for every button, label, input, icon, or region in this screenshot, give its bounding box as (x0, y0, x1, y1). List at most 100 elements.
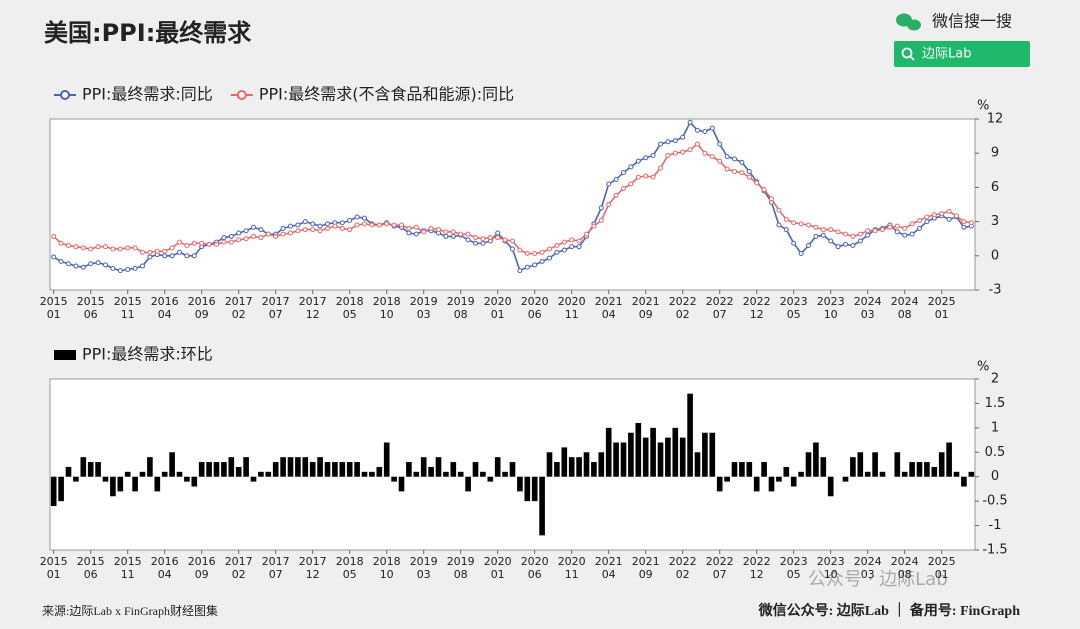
point (154, 248, 160, 254)
point (828, 238, 834, 244)
bar (250, 476, 257, 482)
bar (864, 471, 871, 477)
point (598, 217, 604, 223)
x-tick-label: 2019 (410, 295, 438, 308)
point (547, 246, 552, 252)
bar (850, 457, 856, 477)
point (450, 233, 456, 239)
point (946, 216, 952, 222)
point (828, 227, 834, 233)
point (480, 236, 486, 242)
point (517, 268, 523, 274)
point (243, 236, 249, 242)
point (162, 248, 168, 254)
point (251, 224, 256, 230)
x-tick-label: 06 (528, 308, 542, 321)
bar (820, 457, 827, 477)
x-tick-label: 11 (565, 308, 579, 321)
y-tick-label: 1 (991, 420, 999, 435)
point (909, 221, 915, 227)
x-tick-label: 2025 (928, 295, 956, 308)
x-tick-label: 2016 (151, 555, 179, 568)
legend-swatch (54, 350, 76, 360)
point (125, 266, 131, 272)
point (51, 233, 57, 239)
bar (768, 476, 775, 492)
x-tick-label: 10 (380, 308, 394, 321)
x-tick-label: 2024 (854, 555, 882, 568)
point (872, 228, 878, 234)
x-tick-label: 2020 (521, 295, 549, 308)
point (835, 244, 841, 250)
point (347, 217, 353, 223)
point (510, 238, 515, 244)
x-tick-label: 2018 (373, 295, 401, 308)
bar (776, 476, 782, 482)
point (835, 229, 841, 235)
x-tick-label: 2015 (40, 555, 68, 568)
point (709, 154, 715, 160)
x-tick-label: 01 (935, 308, 949, 321)
point (517, 247, 523, 253)
wechat-search: 微信搜一搜 (932, 12, 1012, 31)
x-tick-label: 04 (602, 568, 616, 581)
point (117, 268, 123, 274)
y-tick-label: 0.5 (985, 445, 1006, 460)
x-tick-label: 2018 (336, 295, 364, 308)
x-tick-label: 08 (454, 568, 468, 581)
bar (295, 457, 301, 477)
bar (827, 476, 834, 497)
point (961, 224, 967, 230)
bar (487, 476, 494, 482)
point (917, 217, 922, 223)
bar (783, 466, 790, 477)
point (739, 159, 745, 165)
bar (258, 471, 264, 477)
point (650, 152, 656, 158)
bar (909, 462, 915, 477)
point (221, 235, 227, 241)
point (576, 244, 582, 250)
bar (383, 442, 390, 477)
x-tick-label: 2015 (114, 295, 142, 308)
point (384, 221, 390, 227)
point (806, 243, 811, 249)
point (450, 229, 456, 235)
x-tick-label: 10 (380, 568, 394, 581)
point (887, 224, 893, 230)
bar (702, 432, 708, 477)
point (665, 139, 671, 145)
point (473, 240, 478, 246)
search-button[interactable] (894, 41, 1030, 67)
y-tick-label: 1.5 (985, 396, 1006, 411)
point (643, 155, 649, 161)
bar (931, 466, 938, 477)
x-tick-label: 02 (232, 308, 246, 321)
point (798, 251, 804, 257)
point (709, 125, 715, 131)
bar (842, 476, 849, 482)
point (717, 158, 723, 164)
search-button-label[interactable]: 边际Lab (922, 47, 971, 62)
bar (317, 457, 323, 477)
x-tick-label: 2018 (373, 555, 401, 568)
y-tick-label: 6 (991, 180, 999, 195)
point (310, 221, 316, 227)
point (413, 224, 419, 230)
point (665, 152, 671, 158)
x-tick-label: 09 (195, 308, 209, 321)
point (502, 237, 508, 243)
x-tick-label: 11 (121, 308, 135, 321)
bar (80, 457, 87, 477)
bar (309, 462, 316, 477)
point (643, 173, 649, 179)
x-tick-label: 2018 (336, 555, 364, 568)
bar (598, 452, 605, 477)
bar (339, 462, 346, 477)
bar (694, 452, 701, 477)
point (73, 244, 79, 250)
point (924, 219, 930, 225)
bar (531, 476, 538, 502)
search-icon (909, 55, 915, 61)
point (547, 255, 552, 261)
